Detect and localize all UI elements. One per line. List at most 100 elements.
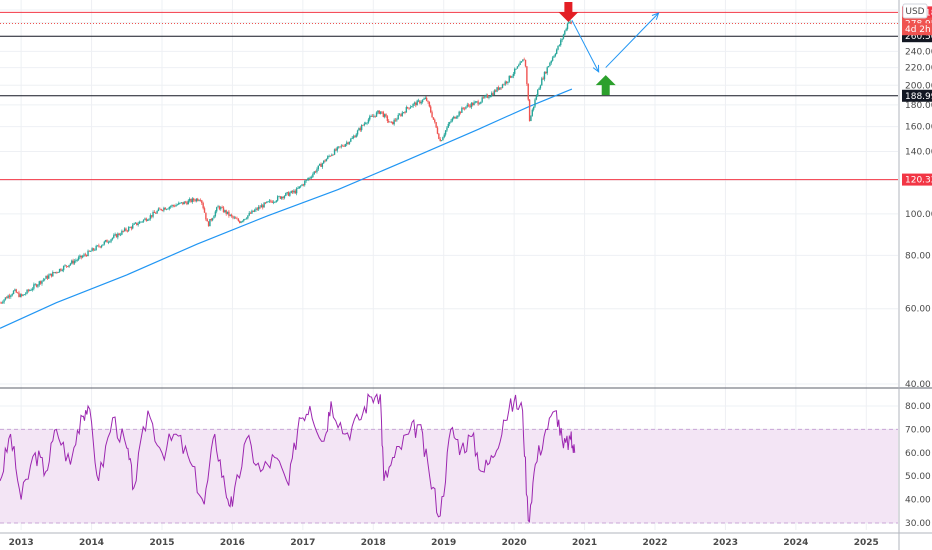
candle [397,113,399,120]
currency-button[interactable]: USD [902,3,928,19]
candle [234,216,237,219]
candle [519,60,521,66]
candle [482,96,485,99]
candle [102,244,104,246]
candle [309,176,311,179]
candle [477,99,479,106]
candle [389,121,391,123]
candle [557,45,559,51]
candle [401,110,403,117]
candle-body [35,284,38,287]
candle [287,191,290,197]
candle-body [458,111,460,116]
candle [19,293,22,298]
candle-body [12,290,15,295]
candle-body [287,192,290,196]
candle-body [209,219,211,227]
candle-body [202,203,204,209]
candle-body [262,205,264,208]
candle [459,111,462,115]
candle [48,273,50,280]
candle [392,121,394,125]
candle [295,187,298,196]
candle-body [382,112,385,117]
x-axis[interactable]: 2013 2014 2015 2016 2017 2018 2019 2020 2021 2022… [9,538,879,548]
candle [308,177,310,182]
red-down-arrow-icon[interactable] [558,2,579,22]
candle-body [54,272,57,273]
x-tick-label: 2017 [290,538,315,548]
candle-body [440,140,443,142]
candle [267,201,269,203]
candle-body [392,121,394,125]
candle [259,205,261,209]
candle-body [99,246,101,248]
candle [388,119,390,124]
candle [221,205,223,209]
candle [91,247,93,252]
sma-polyline [0,88,573,329]
candle-body [145,218,147,221]
candle-body [85,255,88,257]
candle-body [438,133,440,139]
projection-down-leg[interactable] [571,19,600,73]
candle-body [489,96,492,98]
candle [527,83,529,102]
candle [484,94,486,99]
candle [409,105,412,109]
candle [179,202,181,204]
candle-body [524,59,527,67]
horizontal-levels[interactable] [0,11,898,181]
projection-path[interactable] [571,12,660,73]
candle [375,111,378,118]
candle-body [188,199,191,201]
candle [152,210,154,219]
candle [11,293,13,297]
green-up-arrow-icon[interactable] [595,75,616,96]
candle [264,202,267,205]
candle-body [220,207,222,210]
candle [230,213,233,218]
candle-body [107,242,110,243]
candle-body [539,85,542,89]
candle [53,271,55,274]
level-price-tag-label: 120.32 [905,176,932,186]
candle [516,66,519,69]
y-tick-label: 180.00 [905,101,932,111]
candle [217,204,219,208]
candle-body [306,179,309,181]
candle [515,68,517,70]
candle [370,114,372,117]
candle-body [169,206,172,208]
candle [65,265,68,269]
candle [546,66,548,76]
candle-body [15,289,17,293]
candle [568,21,570,24]
candle-body [417,100,420,102]
candle [58,268,61,273]
candle-body [469,105,471,108]
candle [458,110,460,117]
annotations[interactable] [558,2,616,96]
candle-body [118,233,120,235]
candle-body [30,289,32,291]
candle-body [352,136,355,138]
candle-body [492,93,494,96]
candle [378,110,380,115]
candle-body [312,174,314,178]
candle [129,226,131,228]
candle-body [239,221,241,223]
candle [35,283,38,288]
candle [99,246,101,249]
projection-up-leg[interactable] [605,12,659,68]
candle-body [321,163,324,167]
moving-average-line [0,88,573,329]
candle-body [247,215,249,219]
candle [306,177,309,181]
candle-body [320,163,322,167]
candle-body [450,120,452,123]
candle [513,67,516,76]
candle [156,210,158,214]
candle-body [389,121,391,123]
